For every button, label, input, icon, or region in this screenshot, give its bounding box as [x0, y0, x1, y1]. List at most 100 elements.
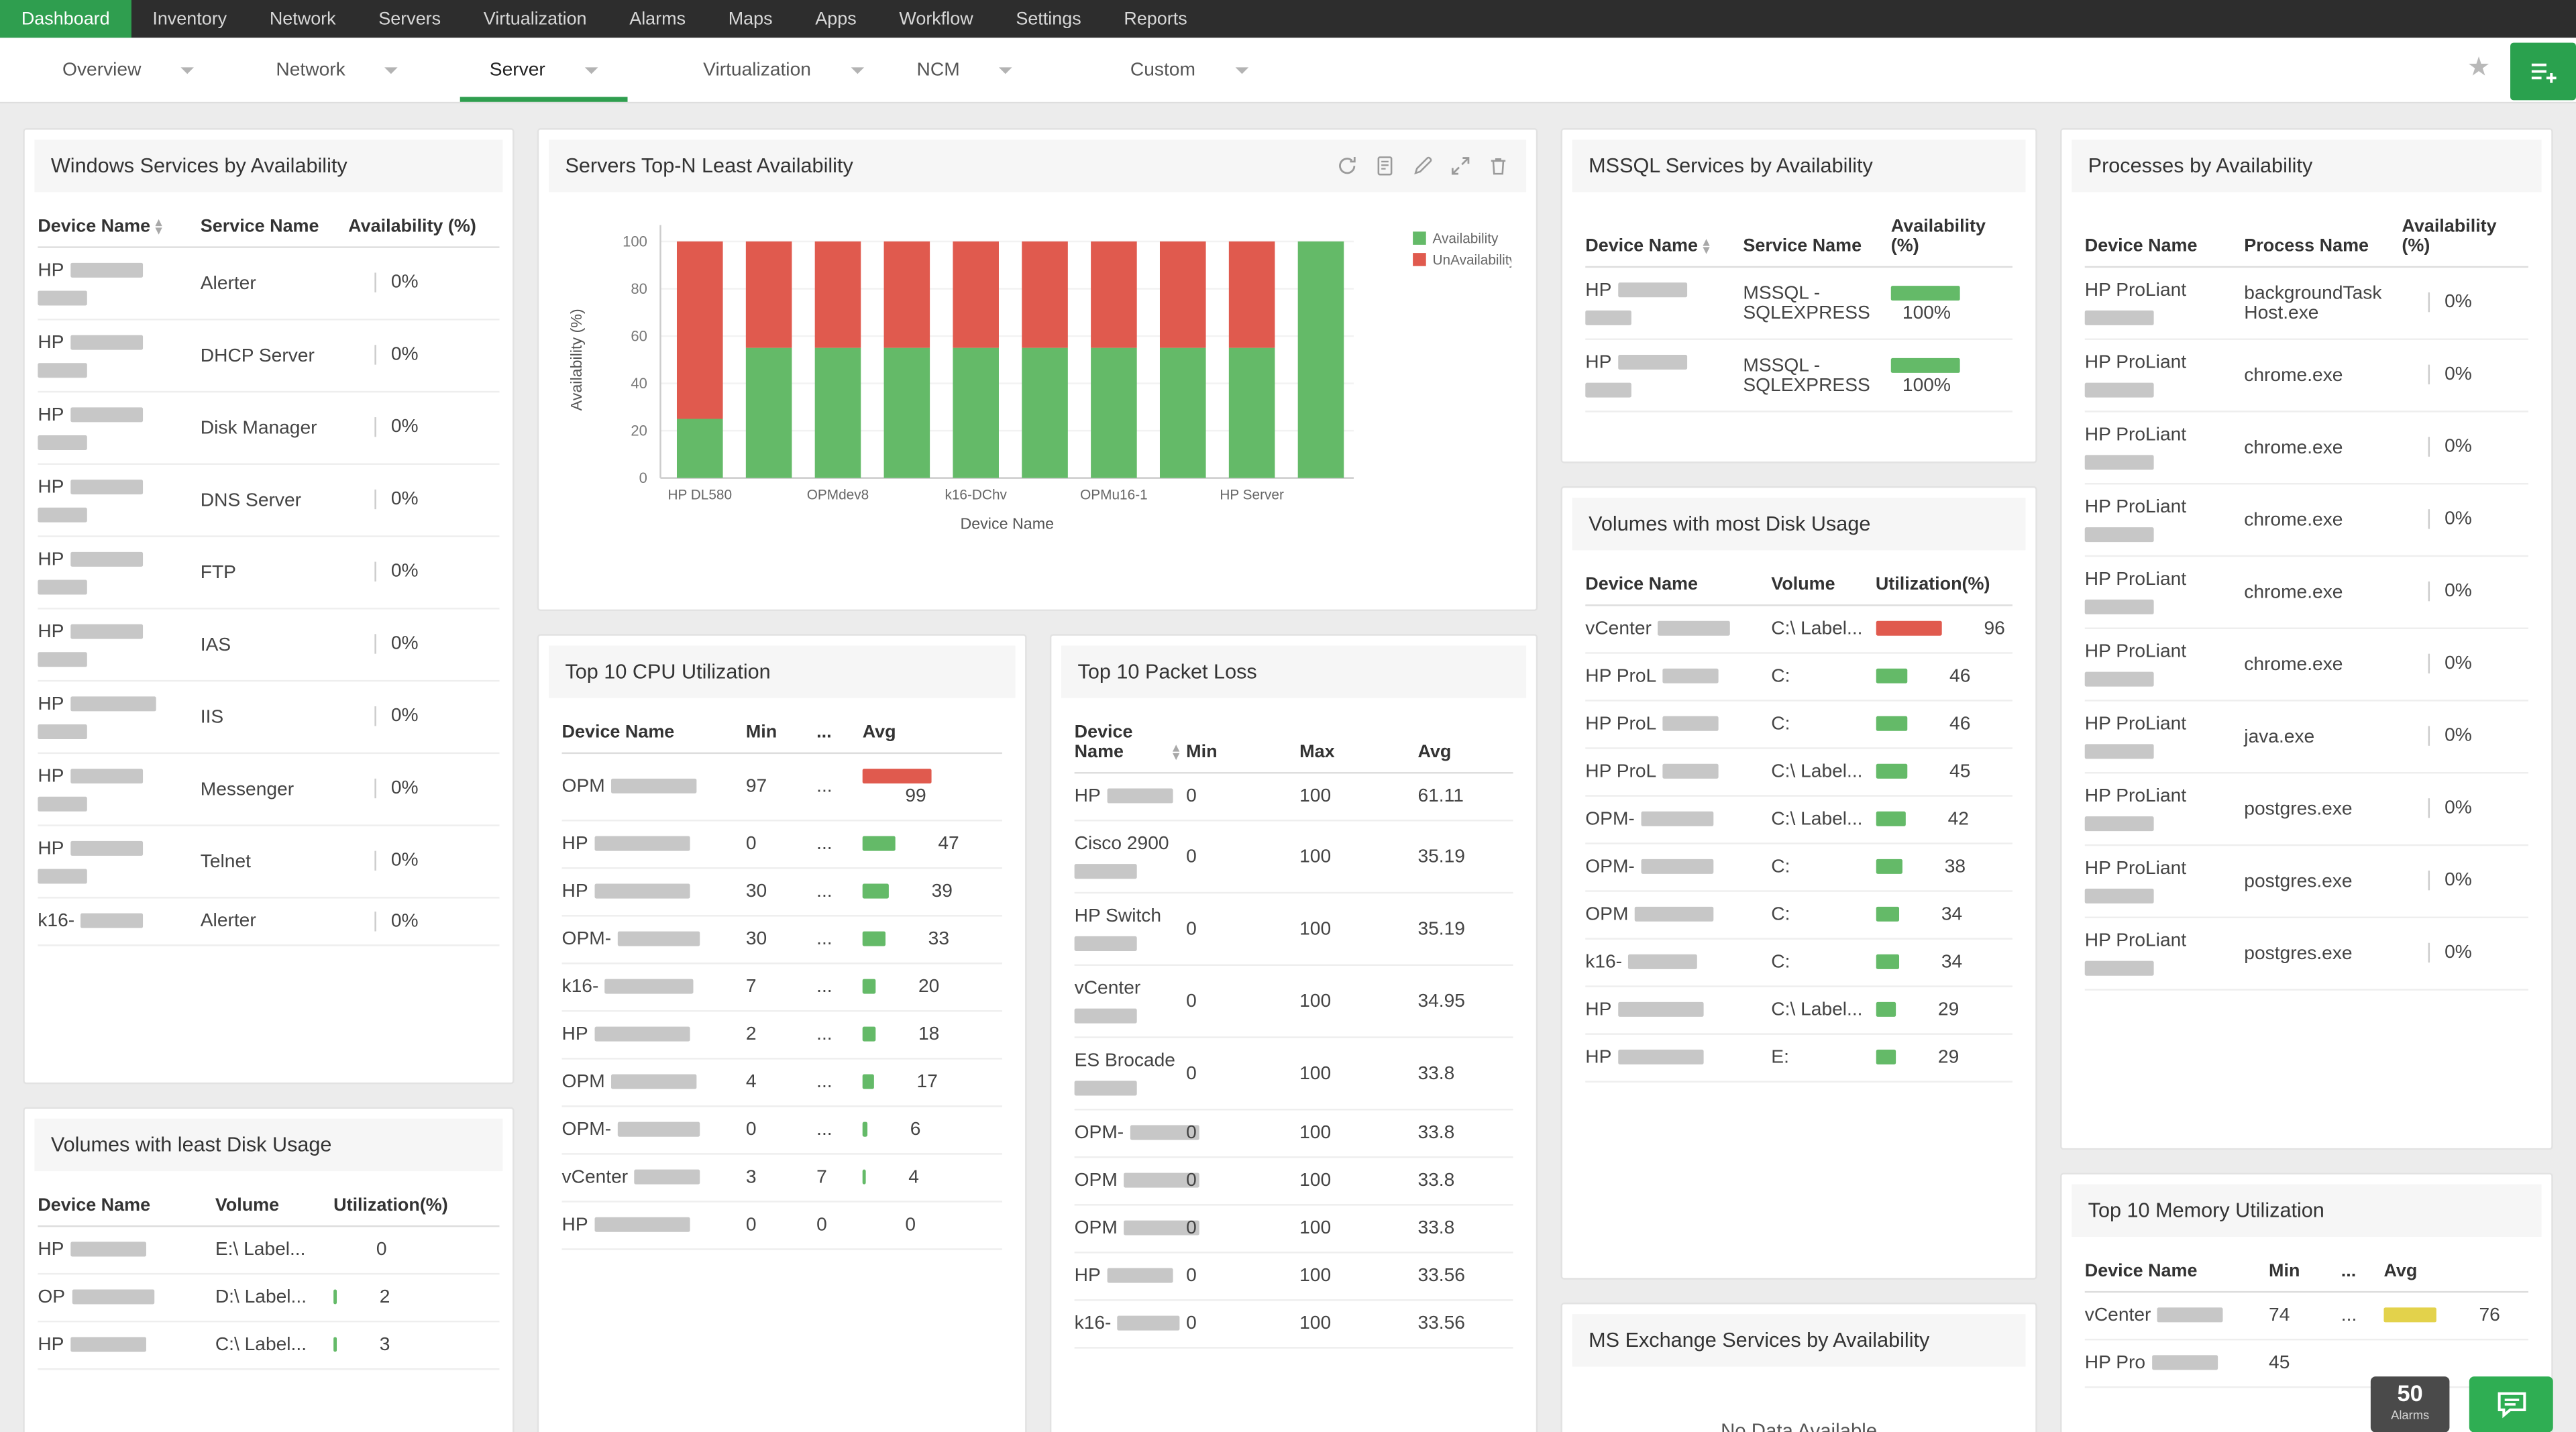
- nav-item-virtualization[interactable]: Virtualization: [483, 9, 587, 29]
- table-row[interactable]: HP ProLiant backgroundTask Host.exe 0%: [2084, 268, 2528, 340]
- table-row[interactable]: Cisco 2900 0 100 35.19: [1074, 821, 1513, 894]
- availability-bar-segment[interactable]: [1022, 347, 1068, 478]
- column-header-device-name[interactable]: Device Name ▲ ▼: [1585, 237, 1743, 256]
- availability-bar-segment[interactable]: [1091, 347, 1137, 478]
- nav-item-workflow[interactable]: Workflow: [899, 9, 973, 29]
- table-row[interactable]: OPM 0 100 33.8: [1074, 1206, 1513, 1254]
- table-row[interactable]: OPM- C:\ Label... 42: [1585, 797, 2013, 844]
- table-row[interactable]: HP ProLiant chrome.exe 0%: [2084, 340, 2528, 412]
- table-row[interactable]: HP 0 100 33.56: [1074, 1254, 1513, 1301]
- table-row[interactable]: HP DHCP Server 0%: [38, 321, 500, 393]
- table-row[interactable]: HP Alerter 0%: [38, 248, 500, 321]
- table-row[interactable]: HP Switch 0 100 35.19: [1074, 893, 1513, 967]
- table-row[interactable]: vCenter 3 7 4: [561, 1155, 1002, 1203]
- availability-bar-segment[interactable]: [883, 347, 930, 478]
- tab-custom[interactable]: Custom: [1101, 38, 1314, 102]
- nav-item-dashboard[interactable]: Dashboard: [0, 0, 131, 38]
- delete-icon[interactable]: [1487, 154, 1509, 177]
- table-row[interactable]: HP Disk Manager 0%: [38, 392, 500, 465]
- table-row[interactable]: OPM- 0... 6: [561, 1107, 1002, 1155]
- table-row[interactable]: OPM C: 34: [1585, 892, 2013, 940]
- unavailability-bar-segment[interactable]: [953, 241, 999, 348]
- table-row[interactable]: HP E: 29: [1585, 1035, 2013, 1083]
- table-row[interactable]: HP ProLiant postgres.exe 0%: [2084, 918, 2528, 991]
- favorite-star-icon[interactable]: ★: [2467, 54, 2491, 82]
- table-row[interactable]: HP ProLiant postgres.exe 0%: [2084, 846, 2528, 918]
- tab-network[interactable]: Network: [246, 38, 460, 102]
- tab-overview[interactable]: Overview: [33, 38, 246, 102]
- column-header-device-name[interactable]: Device Name ▲ ▼: [1075, 723, 1187, 763]
- nav-item-servers[interactable]: Servers: [378, 9, 441, 29]
- unavailability-bar-segment[interactable]: [883, 241, 930, 348]
- alarms-badge[interactable]: 50 Alarms: [2370, 1376, 2450, 1432]
- table-row[interactable]: k16- 0 100 33.56: [1074, 1301, 1513, 1349]
- table-row[interactable]: OPM- 0 100 33.8: [1074, 1111, 1513, 1158]
- table-row[interactable]: OPM 4... 17: [561, 1060, 1002, 1107]
- availability-bar-segment[interactable]: [1297, 241, 1344, 478]
- table-row[interactable]: OPM- C: 38: [1585, 844, 2013, 892]
- table-row[interactable]: HP FTP 0%: [38, 537, 500, 610]
- table-row[interactable]: HP MSSQL - SQLEXPRESS 100%: [1585, 340, 2013, 412]
- table-row[interactable]: HP IIS 0%: [38, 681, 500, 755]
- table-row[interactable]: HP MSSQL - SQLEXPRESS 100%: [1585, 268, 2013, 340]
- table-row[interactable]: HP 0 0 0: [561, 1203, 1002, 1250]
- availability-bar-segment[interactable]: [1228, 347, 1275, 478]
- table-row[interactable]: HP Pro 45: [2084, 1340, 2528, 1388]
- table-row[interactable]: HP Messenger 0%: [38, 754, 500, 826]
- nav-item-alarms[interactable]: Alarms: [629, 9, 686, 29]
- table-row[interactable]: k16- C: 34: [1585, 940, 2013, 987]
- table-row[interactable]: HP E:\ Label... 0: [38, 1227, 500, 1275]
- table-row[interactable]: HP DNS Server 0%: [38, 465, 500, 537]
- unavailability-bar-segment[interactable]: [745, 241, 792, 348]
- table-row[interactable]: HP ProL C:\ Label... 45: [1585, 749, 2013, 797]
- table-row[interactable]: OPM 0 100 33.8: [1074, 1158, 1513, 1206]
- unavailability-bar-segment[interactable]: [1159, 241, 1206, 348]
- add-dashboard-button[interactable]: [2510, 42, 2576, 101]
- tab-virtualization[interactable]: Virtualization: [674, 38, 887, 102]
- table-row[interactable]: OPM- 30... 33: [561, 917, 1002, 965]
- expand-icon[interactable]: [1449, 154, 1472, 177]
- table-row[interactable]: HP C:\ Label... 3: [38, 1322, 500, 1370]
- table-row[interactable]: HP ProLiant java.exe 0%: [2084, 702, 2528, 774]
- table-row[interactable]: HP C:\ Label... 29: [1585, 987, 2013, 1035]
- table-row[interactable]: vCenter C:\ Label... 96: [1585, 606, 2013, 654]
- tab-server[interactable]: Server: [460, 38, 674, 102]
- table-row[interactable]: HP ProLiant chrome.exe 0%: [2084, 629, 2528, 702]
- unavailability-bar-segment[interactable]: [1091, 241, 1137, 348]
- nav-item-settings[interactable]: Settings: [1016, 9, 1081, 29]
- support-chat-button[interactable]: [2469, 1376, 2553, 1432]
- table-row[interactable]: HP IAS 0%: [38, 610, 500, 682]
- unavailability-bar-segment[interactable]: [676, 241, 723, 419]
- table-row[interactable]: ES Brocade 0 100 33.8: [1074, 1038, 1513, 1111]
- table-row[interactable]: HP Telnet 0%: [38, 826, 500, 899]
- nav-item-inventory[interactable]: Inventory: [152, 9, 227, 29]
- table-row[interactable]: HP 0 100 61.11: [1074, 773, 1513, 822]
- table-row[interactable]: OPM 97... 99: [561, 754, 1002, 822]
- table-row[interactable]: HP ProL C: 46: [1585, 654, 2013, 702]
- nav-item-network[interactable]: Network: [269, 9, 336, 29]
- table-row[interactable]: HP ProLiant chrome.exe 0%: [2084, 412, 2528, 485]
- table-row[interactable]: HP 2... 18: [561, 1012, 1002, 1060]
- nav-item-maps[interactable]: Maps: [728, 9, 773, 29]
- availability-bar-segment[interactable]: [745, 347, 792, 478]
- availability-bar-segment[interactable]: [814, 347, 861, 478]
- table-row[interactable]: k16- 7... 20: [561, 965, 1002, 1012]
- refresh-icon[interactable]: [1336, 154, 1358, 177]
- table-row[interactable]: vCenter 74... 76: [2084, 1292, 2528, 1341]
- availability-bar-segment[interactable]: [1159, 347, 1206, 478]
- export-icon[interactable]: [1373, 154, 1396, 177]
- table-row[interactable]: HP ProL C: 46: [1585, 702, 2013, 749]
- unavailability-bar-segment[interactable]: [814, 241, 861, 348]
- table-row[interactable]: HP ProLiant postgres.exe 0%: [2084, 773, 2528, 846]
- nav-item-apps[interactable]: Apps: [815, 9, 857, 29]
- table-row[interactable]: HP 30... 39: [561, 869, 1002, 917]
- availability-bar-segment[interactable]: [953, 347, 999, 478]
- availability-bar-segment[interactable]: [676, 419, 723, 478]
- edit-icon[interactable]: [1411, 154, 1434, 177]
- table-row[interactable]: OP D:\ Label... 2: [38, 1274, 500, 1323]
- tab-ncm[interactable]: NCM: [887, 38, 1100, 102]
- nav-item-reports[interactable]: Reports: [1124, 9, 1187, 29]
- table-row[interactable]: HP ProLiant chrome.exe 0%: [2084, 557, 2528, 629]
- table-row[interactable]: k16- Alerter 0%: [38, 899, 500, 946]
- unavailability-bar-segment[interactable]: [1022, 241, 1068, 348]
